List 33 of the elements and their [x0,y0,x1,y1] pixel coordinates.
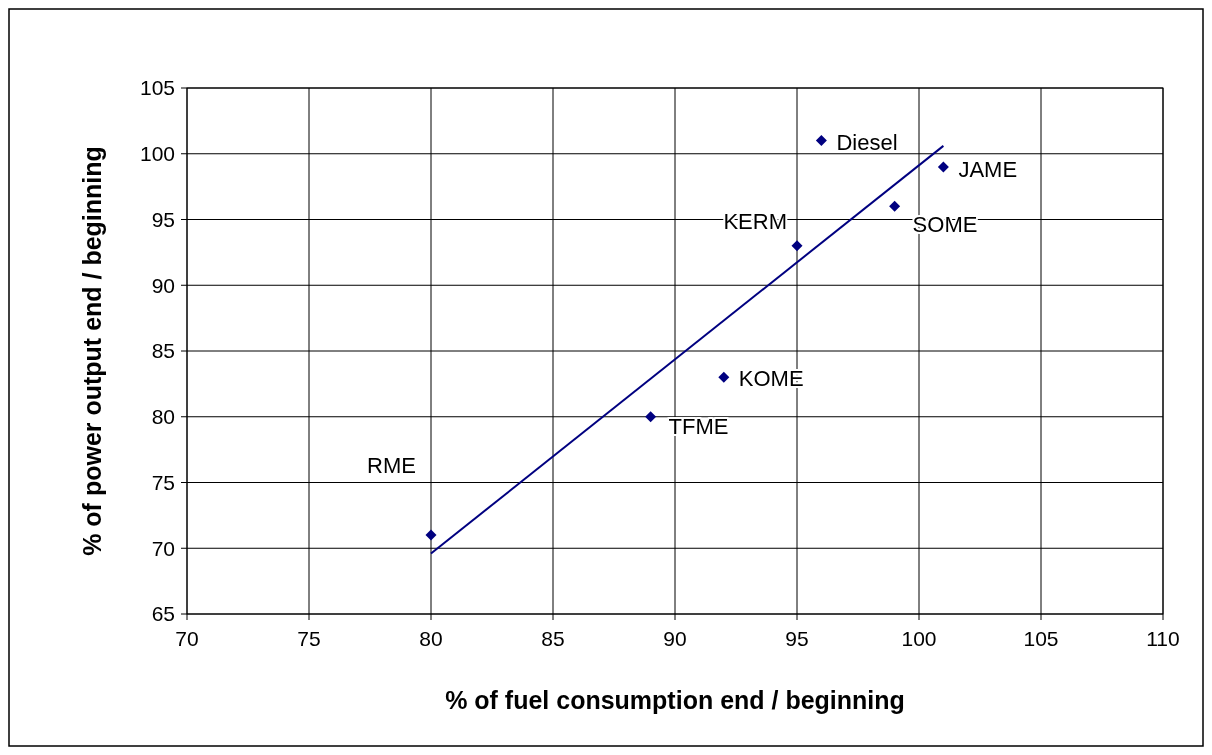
point [718,371,730,383]
annotation: KOME [738,366,804,392]
annotation: JAME [958,156,1018,182]
y-tick-label: 70 [151,536,175,560]
point [889,200,901,212]
x-axis-title: % of fuel consumption end / beginning [445,686,905,714]
y-tick-label: 80 [151,405,175,429]
x-tick-label: 100 [901,627,937,650]
point [815,135,827,147]
annotation: RME [367,453,416,479]
y-tick-label: 90 [151,273,175,297]
point [791,240,803,252]
x-tick-label: 80 [419,627,443,650]
point [937,161,949,173]
annotation: Diesel [836,129,898,155]
point [645,411,657,423]
y-tick-label: 85 [151,339,175,363]
y-tick-label: 65 [151,602,175,626]
x-tick-label: 75 [297,627,321,650]
x-tick-label: 90 [663,627,687,650]
x-tick-label: 105 [1023,627,1059,650]
point [425,529,437,541]
x-tick-label: 95 [785,627,809,650]
y-tick-label: 100 [139,142,175,166]
annotation: TFME [668,413,729,439]
y-axis-title: % of power output end / beginning [77,146,106,556]
y-tick-label: 75 [151,470,175,494]
y-tick-label: 105 [139,76,175,100]
x-tick-label: 70 [175,627,199,650]
annotation: SOME [912,212,978,238]
y-tick-label: 95 [151,207,175,231]
x-tick-label: 110 [1146,627,1180,650]
x-tick-label: 85 [541,627,565,650]
